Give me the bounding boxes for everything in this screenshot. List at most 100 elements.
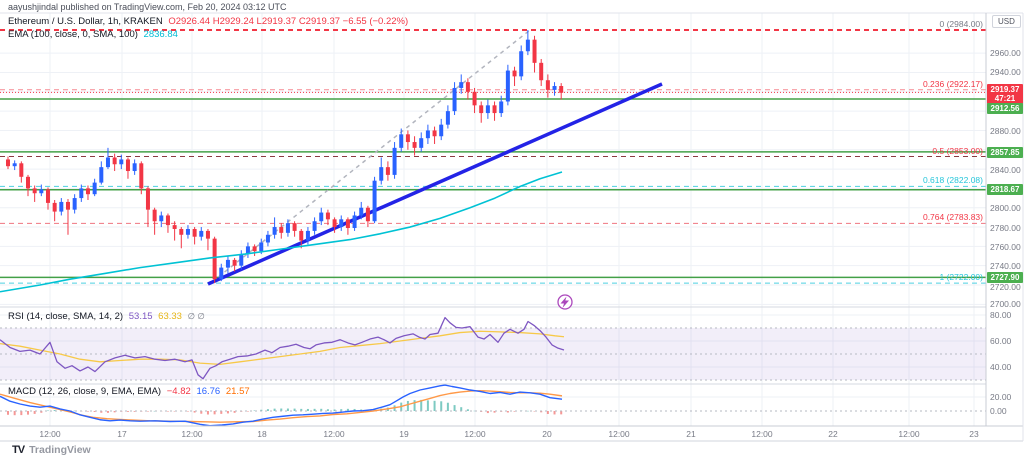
rsi-sma-value: 63.33 xyxy=(158,311,182,322)
fib-level-label: 0.5 (2853.00) xyxy=(932,145,983,156)
rsi-extra-values: ∅ ∅ xyxy=(187,311,205,321)
macd-histogram-bar xyxy=(420,399,423,411)
candle-body xyxy=(539,62,544,81)
candle-body xyxy=(265,234,270,243)
macd-histogram-bar xyxy=(466,409,469,411)
macd-histogram-bar xyxy=(33,411,36,414)
candle-body xyxy=(379,167,384,181)
macd-histogram-bar xyxy=(473,410,476,412)
macd-histogram-bar xyxy=(200,411,203,414)
rsi-legend-row[interactable]: RSI (14, close, SMA, 14, 2) 53.15 63.33 … xyxy=(8,311,205,322)
candle-body xyxy=(552,86,557,90)
price-tick-label: 2760.00 xyxy=(990,242,1021,252)
macd-label: MACD (12, 26, close, 9, EMA, EMA) xyxy=(8,386,162,397)
ema-legend-row[interactable]: EMA (100, close, 0, SMA, 100) 2836.84 xyxy=(8,29,178,40)
macd-histogram-bar xyxy=(433,400,436,411)
macd-histogram-bar xyxy=(53,410,56,411)
macd-histogram-bar xyxy=(86,411,89,412)
flash-bolt xyxy=(560,296,569,308)
candle-body xyxy=(479,105,484,114)
macd-histogram-bar xyxy=(233,411,236,413)
candle-body xyxy=(239,254,244,266)
candle-body xyxy=(512,70,517,77)
macd-line xyxy=(0,384,563,427)
candle-body xyxy=(392,147,397,175)
blue-trendline xyxy=(207,82,663,286)
candle-body xyxy=(245,246,250,255)
macd-histogram-bar xyxy=(333,409,336,411)
candle-body xyxy=(299,230,304,241)
candle-body xyxy=(532,39,537,63)
macd-histogram-bar xyxy=(460,407,463,411)
macd-tick-label: 0.00 xyxy=(990,406,1007,416)
price-tick-label: 2740.00 xyxy=(990,261,1021,271)
macd-histogram-bar xyxy=(353,408,356,411)
price-tick-label: 2880.00 xyxy=(990,126,1021,136)
candle-body xyxy=(465,82,470,92)
candle-body xyxy=(385,167,390,175)
macd-histogram-bar xyxy=(426,400,429,411)
ohlc-values: O2926.44 H2929.24 L2919.37 C2919.37 −6.5… xyxy=(168,16,409,27)
tradingview-logo-mark: TV xyxy=(12,444,25,456)
candle-body xyxy=(85,188,90,195)
candle-body xyxy=(232,259,237,266)
time-tick-label: 12:00 xyxy=(464,429,486,439)
candle-body xyxy=(405,134,410,143)
candle-body xyxy=(545,80,550,90)
time-tick-label: 22 xyxy=(828,429,838,439)
fib-level-label: 0.764 (2783.83) xyxy=(922,212,983,223)
price-badge: 2912.56 xyxy=(987,103,1023,114)
candle-body xyxy=(65,201,70,210)
macd-histogram-bar xyxy=(113,411,116,413)
candle-body xyxy=(399,134,404,148)
price-badge: 2857.85 xyxy=(987,147,1023,158)
candle-body xyxy=(505,70,510,102)
macd-histogram-bar xyxy=(506,411,509,413)
macd-histogram-bar xyxy=(46,410,49,412)
price-tick-label: 2800.00 xyxy=(990,203,1021,213)
time-tick-label: 19 xyxy=(399,429,409,439)
macd-histogram-bar xyxy=(440,401,443,411)
rsi-band xyxy=(0,328,986,380)
tradingview-logo[interactable]: TV TradingView xyxy=(12,444,91,456)
candle-body xyxy=(459,82,464,88)
macd-histogram-bar xyxy=(126,411,129,412)
candle-body xyxy=(345,219,350,229)
candle-body xyxy=(492,105,497,114)
candle-body xyxy=(559,86,564,93)
macd-histogram-bar xyxy=(533,411,536,412)
candle-body xyxy=(252,246,257,252)
macd-histogram-bar xyxy=(193,411,196,413)
macd-histogram-bar xyxy=(560,411,563,415)
candle-body xyxy=(25,176,30,189)
time-tick-label: 21 xyxy=(686,429,696,439)
macd-histogram-bar xyxy=(100,411,103,413)
candle-body xyxy=(92,182,97,195)
time-tick-label: 12:00 xyxy=(39,429,61,439)
price-tick-label: 2840.00 xyxy=(990,165,1021,175)
candle-body xyxy=(212,238,217,280)
candle-body xyxy=(452,87,457,112)
macd-histogram-bar xyxy=(326,409,329,411)
symbol-legend-row[interactable]: Ethereum / U.S. Dollar, 1h, KRAKEN O2926… xyxy=(8,16,408,27)
macd-histogram-bar xyxy=(453,405,456,411)
published-line: aayushjindal published on TradingView.co… xyxy=(8,2,287,12)
macd-histogram-bar xyxy=(20,411,23,416)
dashed-trendline xyxy=(211,29,531,283)
candle-body xyxy=(332,219,337,228)
candle-body xyxy=(39,189,44,194)
candle-body xyxy=(112,157,117,165)
rsi-value: 53.15 xyxy=(128,311,153,322)
price-badge: 2919.37 47:21 xyxy=(987,84,1023,104)
macd-tick-label: 20.00 xyxy=(990,392,1012,402)
macd-legend-row[interactable]: MACD (12, 26, close, 9, EMA, EMA) −4.82 … xyxy=(8,386,250,397)
candle-body xyxy=(165,215,170,226)
fib-level-label: 0.236 (2922.17) xyxy=(922,78,983,89)
candle-body xyxy=(325,212,330,220)
rsi-tick-label: 80.00 xyxy=(990,310,1012,320)
currency-selector[interactable]: USD xyxy=(992,15,1021,28)
candle-body xyxy=(439,124,444,137)
candle-body xyxy=(19,163,24,177)
candle-body xyxy=(305,230,310,241)
